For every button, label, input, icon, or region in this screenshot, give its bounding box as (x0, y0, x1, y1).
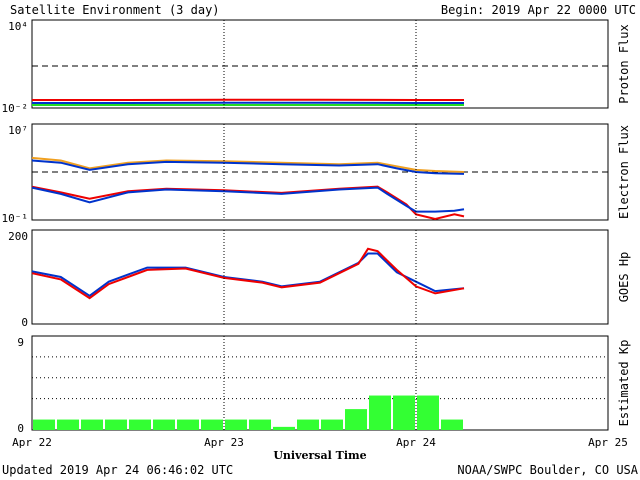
kp-bar (57, 419, 79, 430)
kp-grid (32, 335, 608, 400)
series-line-orange-0 (31, 156, 465, 173)
series-line-blue-0 (31, 252, 465, 298)
kp-panel: 9 0 Estimated Kp (17, 335, 631, 435)
kp-bar (393, 395, 415, 430)
electron-flux-series (31, 156, 465, 221)
xtick-apr25: Apr 25 (588, 436, 628, 449)
kp-bar (417, 395, 439, 430)
day-separators (223, 20, 417, 430)
hp-ytick-bottom: 0 (21, 316, 28, 329)
x-axis-label: Universal Time (273, 449, 366, 462)
kp-bar (105, 419, 127, 430)
kp-bars (33, 395, 463, 430)
kp-bar (81, 419, 103, 430)
goes-hp-label: GOES Hp (617, 252, 631, 303)
kp-bar (225, 419, 247, 430)
kp-bar (273, 426, 295, 430)
kp-ytick-top: 9 (17, 336, 24, 349)
proton-flux-label: Proton Flux (617, 24, 631, 103)
goes-hp-panel: 200 0 GOES Hp (8, 229, 631, 329)
electron-ytick-top: 10⁷ (8, 124, 28, 137)
kp-bar (297, 419, 319, 430)
proton-ytick-top: 10⁴ (8, 20, 28, 33)
kp-bar (369, 395, 391, 430)
xtick-apr22: Apr 22 (12, 436, 52, 449)
kp-bar (321, 419, 343, 430)
kp-bar (153, 419, 175, 430)
kp-bar (33, 419, 55, 430)
kp-bar (249, 419, 271, 430)
begin-time: Begin: 2019 Apr 22 0000 UTC (441, 3, 636, 17)
kp-bar (177, 419, 199, 430)
proton-flux-series (32, 98, 464, 106)
credit: NOAA/SWPC Boulder, CO USA (457, 463, 638, 477)
kp-bar (201, 419, 223, 430)
xtick-apr24: Apr 24 (396, 436, 436, 449)
updated-time: Updated 2019 Apr 24 06:46:02 UTC (2, 463, 233, 477)
x-axis: Apr 22 Apr 23 Apr 24 Apr 25 Universal Ti… (12, 436, 628, 462)
kp-label: Estimated Kp (617, 340, 631, 427)
proton-ytick-bottom: 10⁻² (2, 102, 29, 115)
kp-ytick-bottom: 0 (17, 422, 24, 435)
xtick-apr23: Apr 23 (204, 436, 244, 449)
kp-bar (441, 419, 463, 430)
series-line-red-1 (31, 247, 465, 300)
proton-flux-panel: 10⁴ 10⁻² Proton Flux (2, 19, 631, 115)
hp-ytick-top: 200 (8, 230, 28, 243)
electron-flux-label: Electron Flux (617, 125, 631, 219)
kp-bar (129, 419, 151, 430)
kp-bar (345, 409, 367, 430)
goes-hp-series (31, 247, 465, 300)
electron-ytick-bottom: 10⁻¹ (2, 212, 29, 225)
series-line-blue-3 (31, 186, 465, 213)
electron-flux-panel: 10⁷ 10⁻¹ Electron Flux (2, 123, 631, 225)
chart-title: Satellite Environment (3 day) (10, 3, 220, 17)
